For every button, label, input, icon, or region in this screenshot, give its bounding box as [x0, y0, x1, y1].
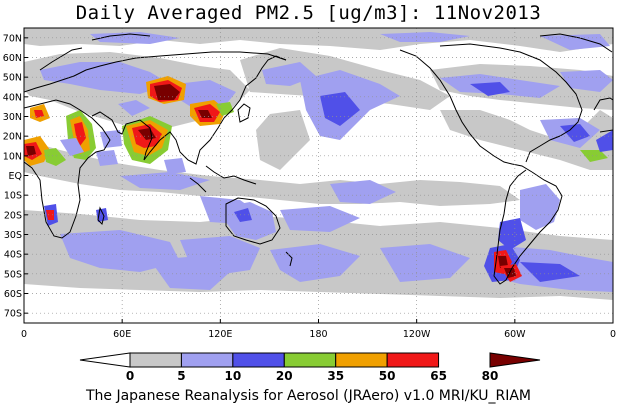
colorbar-arrow-high: [489, 352, 541, 368]
colorbar-label-10: 10: [225, 369, 242, 383]
colorbar-label-5: 5: [177, 369, 185, 383]
lon-label-0: 0: [610, 329, 616, 340]
lon-label-0: 0: [21, 329, 27, 340]
lat-label-60N: 60N: [3, 53, 22, 64]
lat-label-10N: 10N: [3, 151, 22, 162]
colorbar-label-20: 20: [276, 369, 293, 383]
lat-label-20S: 20S: [4, 210, 22, 221]
colorbar-label-50: 50: [379, 369, 396, 383]
colorbar-segment-35-50: [335, 352, 388, 368]
map-title: Daily Averaged PM2.5 [ug/m3]: 11Nov2013: [75, 2, 542, 24]
lat-label-30N: 30N: [3, 112, 22, 123]
colorbar: 0 5 10 20 35 50 65 80: [79, 352, 541, 383]
lat-label-50N: 50N: [3, 73, 22, 84]
lat-label-40S: 40S: [4, 250, 22, 261]
colorbar-segment-20-35: [283, 352, 337, 368]
colorbar-label-35: 35: [327, 369, 344, 383]
lat-label-10S: 10S: [4, 191, 22, 202]
lon-label-120W: 120W: [403, 329, 431, 340]
longitude-labels: 0 60E 120E 180 120W 60W 0: [21, 319, 616, 340]
lon-label-60W: 60W: [504, 329, 526, 340]
colorbar-label-0: 0: [126, 369, 134, 383]
colorbar-label-80: 80: [482, 369, 499, 383]
lat-label-40N: 40N: [3, 92, 22, 103]
colorbar-segment-50-65: [386, 352, 440, 368]
colorbar-segment-0-5: [129, 352, 182, 368]
colorbar-arrow-low: [79, 352, 131, 368]
footer-credit: The Japanese Reanalysis for Aerosol (JRA…: [85, 388, 532, 404]
lat-label-20N: 20N: [3, 132, 22, 143]
lat-label-70S: 70S: [4, 309, 22, 320]
lat-label-EQ: EQ: [9, 171, 22, 182]
lat-label-30S: 30S: [4, 230, 22, 241]
lat-label-70N: 70N: [3, 33, 22, 44]
latitude-labels: 70N 60N 50N 40N 30N 20N 10N EQ 10S 20S 30S 40S 50S 60…: [3, 33, 28, 320]
concentration-field: [24, 28, 613, 323]
lat-label-60S: 60S: [4, 289, 22, 300]
lon-label-180: 180: [309, 329, 327, 340]
colorbar-segment-10-20: [232, 352, 285, 368]
lat-label-50S: 50S: [4, 269, 22, 280]
colorbar-label-65: 65: [430, 369, 447, 383]
colorbar-segment-5-10: [180, 352, 234, 368]
lon-label-60E: 60E: [113, 329, 131, 340]
lon-label-120E: 120E: [208, 329, 232, 340]
